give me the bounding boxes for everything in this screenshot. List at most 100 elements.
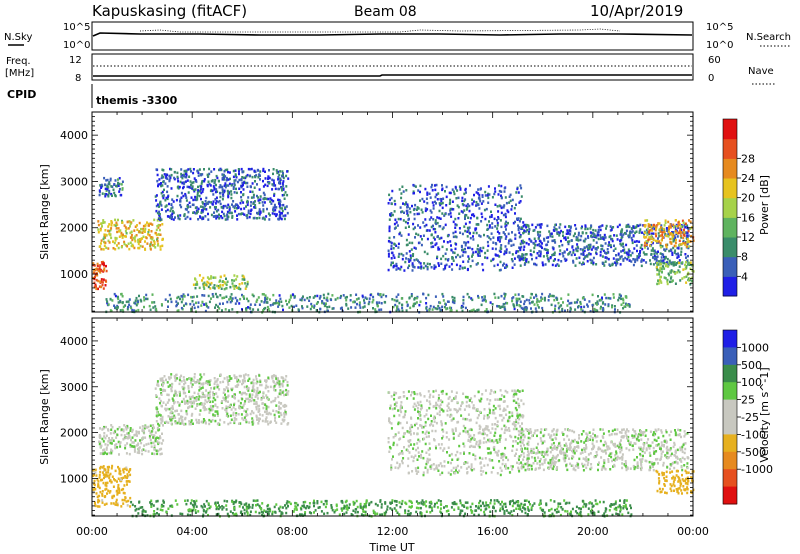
power-echo-cell xyxy=(274,184,277,187)
power-echo-cell xyxy=(158,205,160,208)
power-echo-cell xyxy=(464,247,466,251)
power-echo-cell xyxy=(226,189,229,193)
power-echo-cell xyxy=(425,296,428,300)
power-echo-cell xyxy=(195,280,198,284)
power-echo-cell xyxy=(207,180,210,183)
power-echo-cell xyxy=(461,196,464,200)
power-echo-cell xyxy=(221,178,224,181)
velocity-echo-cell xyxy=(275,404,278,407)
power-echo-cell xyxy=(635,230,638,233)
velocity-echo-cell xyxy=(227,389,230,393)
power-echo-cell xyxy=(430,211,433,214)
power-echo-cell xyxy=(511,266,514,269)
power-echo-cell xyxy=(657,232,660,235)
velocity-echo-cell xyxy=(120,505,123,508)
power-echo-cell xyxy=(219,279,222,282)
velocity-echo-cell xyxy=(165,408,168,411)
power-echo-cell xyxy=(506,302,509,305)
velocity-echo-cell xyxy=(240,413,243,416)
power-echo-cell xyxy=(180,205,183,209)
power-echo-cell xyxy=(437,262,440,265)
power-echo-cell xyxy=(490,210,492,213)
power-echo-cell xyxy=(184,207,187,211)
velocity-echo-cell xyxy=(318,506,321,509)
power-echo-cell xyxy=(219,168,221,172)
power-echo-cell xyxy=(422,266,425,270)
power-echo-cell xyxy=(446,307,449,310)
power-echo-cell xyxy=(311,305,313,308)
power-echo-cell xyxy=(405,202,407,205)
power-echo-cell xyxy=(680,225,683,228)
velocity-echo-cell xyxy=(236,384,239,387)
velocity-echo-cell xyxy=(230,388,233,392)
power-echo-cell xyxy=(469,184,471,187)
velocity-echo-cell xyxy=(174,389,177,393)
velocity-echo-cell xyxy=(173,414,176,418)
power-echo-cell xyxy=(123,240,126,244)
power-echo-cell xyxy=(479,235,482,238)
power-echo-cell xyxy=(445,307,448,311)
power-echo-cell xyxy=(590,248,593,251)
power-echo-cell xyxy=(352,300,355,304)
velocity-echo-cell xyxy=(395,504,398,507)
power-echo-cell xyxy=(246,214,249,217)
power-echo-cell xyxy=(432,305,435,309)
power-echo-cell xyxy=(669,225,672,229)
power-echo-cell xyxy=(224,175,227,178)
power-echo-cell xyxy=(411,241,414,245)
power-echo-cell xyxy=(646,227,649,231)
power-echo-cell xyxy=(203,281,206,284)
power-echo-cell xyxy=(492,241,495,244)
power-echo-cell xyxy=(137,246,140,250)
power-echo-cell xyxy=(233,179,236,182)
power-echo-cell xyxy=(144,240,146,243)
velocity-echo-cell xyxy=(186,412,189,416)
velocity-echo-cell xyxy=(417,502,420,505)
velocity-echo-cell xyxy=(125,468,128,472)
power-echo-cell xyxy=(600,297,603,301)
velocity-echo-cell xyxy=(191,395,193,399)
power-echo-cell xyxy=(334,298,337,301)
power-echo-cell xyxy=(442,295,445,298)
power-echo-cell xyxy=(192,283,195,286)
velocity-echo-cell xyxy=(107,440,110,443)
power-echo-cell xyxy=(111,299,114,302)
power-echo-cell xyxy=(114,194,117,197)
power-echo-cell xyxy=(525,308,528,312)
power-echo-cell xyxy=(185,208,188,211)
power-echo-cell xyxy=(491,258,494,261)
power-echo-cell xyxy=(453,301,456,305)
power-echo-cell xyxy=(200,211,203,214)
power-echo-cell xyxy=(429,304,432,308)
power-echo-cell xyxy=(540,296,543,299)
power-echo-cell xyxy=(643,231,646,235)
power-echo-cell xyxy=(526,224,529,227)
velocity-echo-cell xyxy=(128,452,131,456)
velocity-echo-cell xyxy=(207,391,210,395)
power-echo-cell xyxy=(659,263,662,266)
power-echo-cell xyxy=(275,206,278,209)
power-echo-cell xyxy=(454,185,457,189)
velocity-echo-cell xyxy=(313,511,315,514)
power-echo-cell xyxy=(183,304,185,307)
power-echo-cell xyxy=(659,252,662,255)
power-echo-cell xyxy=(413,246,416,250)
velocity-echo-cell xyxy=(522,503,525,507)
velocity-echo-cell xyxy=(251,420,254,424)
power-echo-cell xyxy=(255,300,258,303)
velocity-echo-cell xyxy=(131,436,134,439)
power-echo-cell xyxy=(449,191,452,195)
power-echo-cell xyxy=(102,262,105,265)
power-echo-cell xyxy=(494,242,497,245)
power-echo-cell xyxy=(241,176,244,179)
velocity-echo-cell xyxy=(478,501,481,505)
power-echo-cell xyxy=(680,243,683,246)
power-echo-cell xyxy=(176,186,179,189)
velocity-echo-cell xyxy=(224,388,226,392)
power-echo-cell xyxy=(543,237,545,241)
velocity-echo-cell xyxy=(131,428,134,432)
velocity-echo-cell xyxy=(379,499,382,502)
power-echo-cell xyxy=(194,212,197,215)
power-echo-cell xyxy=(212,276,215,279)
